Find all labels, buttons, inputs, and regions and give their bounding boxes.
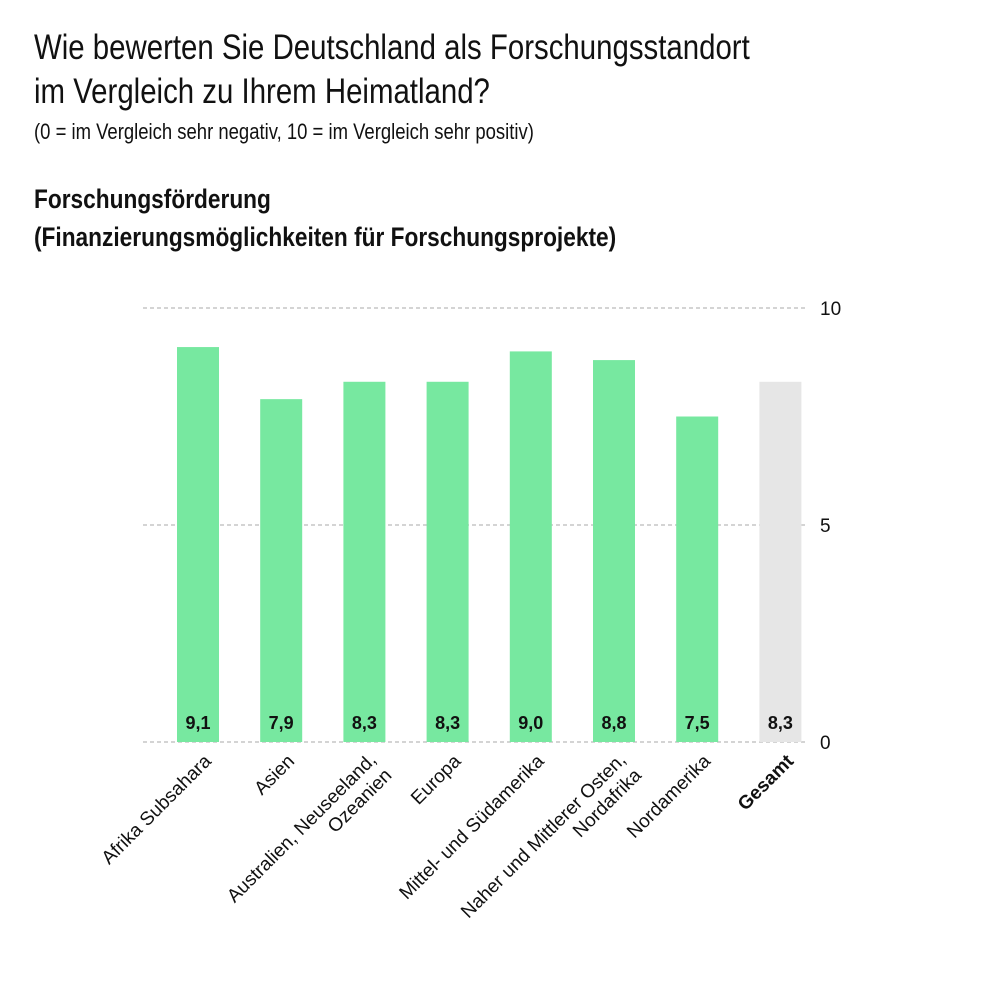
bar	[509, 351, 552, 742]
bar	[260, 399, 303, 742]
x-tick-label-line: Gesamt	[734, 750, 799, 815]
x-tick-label-line: Naher und Mittlerer Osten,	[457, 750, 630, 923]
data-label: 7,5	[685, 713, 710, 733]
x-tick-label-line: Asien	[251, 751, 299, 799]
x-tick-label: Afrika Subsahara	[98, 751, 216, 869]
x-tick-label: Asien	[251, 751, 299, 799]
x-tick-label-line: Mittel- und Südamerika	[396, 751, 549, 904]
chart-title-line2: im Vergleich zu Ihrem Heimatland?	[34, 72, 490, 111]
x-tick-label-line: Europa	[407, 751, 465, 809]
x-tick-label-line: Nordamerika	[623, 751, 715, 843]
x-tick-label: Naher und Mittlerer Osten,Nordafrika	[457, 749, 646, 938]
data-label: 8,8	[601, 713, 626, 733]
x-tick-label: Gesamt	[734, 750, 799, 815]
bar	[426, 381, 469, 742]
chart-subtitle: (0 = im Vergleich sehr negativ, 10 = im …	[34, 119, 534, 144]
section-subheading: (Finanzierungsmöglichkeiten für Forschun…	[34, 222, 617, 252]
data-label: 8,3	[768, 713, 793, 733]
y-tick-label: 0	[820, 733, 831, 754]
x-tick-label-line: Afrika Subsahara	[98, 751, 216, 869]
x-tick-label: Europa	[407, 751, 465, 809]
x-tick-label: Nordamerika	[623, 751, 715, 843]
bar	[343, 381, 386, 742]
chart-title: Wie bewerten Sie Deutschland als Forschu…	[34, 28, 750, 67]
data-label: 9,1	[185, 713, 210, 733]
x-tick-label: Australien, Neuseeland,Ozeanien	[223, 750, 396, 923]
bar	[593, 360, 635, 742]
section-heading: Forschungsförderung	[34, 184, 271, 214]
bar	[676, 416, 719, 742]
data-label: 9,0	[518, 713, 543, 733]
data-label: 8,3	[352, 713, 377, 733]
bar	[177, 347, 219, 742]
y-tick-label: 5	[820, 516, 831, 537]
data-label: 7,9	[269, 713, 294, 733]
x-tick-label: Mittel- und Südamerika	[396, 751, 549, 904]
x-tick-label-line: Australien, Neuseeland,	[223, 750, 381, 908]
y-tick-label: 10	[820, 299, 841, 320]
bar	[759, 381, 802, 742]
data-label: 8,3	[435, 713, 460, 733]
